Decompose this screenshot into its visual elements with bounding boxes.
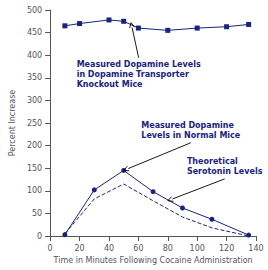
svg-text:40: 40: [104, 244, 114, 253]
svg-text:150: 150: [27, 164, 42, 173]
svg-text:Time in Minutes Following Coca: Time in Minutes Following Cocaine Admini…: [53, 256, 253, 265]
svg-text:120: 120: [219, 244, 234, 253]
svg-text:200: 200: [27, 141, 42, 150]
svg-text:300: 300: [27, 96, 42, 105]
svg-text:Measured Dopamine Levels: Measured Dopamine Levels: [77, 60, 201, 69]
svg-text:250: 250: [27, 119, 42, 128]
svg-text:60: 60: [133, 244, 143, 253]
svg-text:0: 0: [37, 232, 42, 241]
svg-text:500: 500: [27, 6, 42, 15]
svg-text:350: 350: [27, 73, 42, 82]
svg-text:Theoretical: Theoretical: [187, 157, 238, 166]
svg-text:450: 450: [27, 28, 42, 37]
svg-text:50: 50: [32, 209, 42, 218]
svg-text:Knockout Mice: Knockout Mice: [77, 80, 143, 89]
svg-text:100: 100: [190, 244, 205, 253]
svg-text:0: 0: [48, 244, 53, 253]
svg-text:Measured Dopamine: Measured Dopamine: [141, 121, 234, 130]
svg-text:140: 140: [248, 244, 263, 253]
svg-text:20: 20: [74, 244, 84, 253]
svg-text:Percent Increase: Percent Increase: [8, 90, 17, 157]
svg-text:100: 100: [27, 186, 42, 195]
svg-text:Levels in Normal Mice: Levels in Normal Mice: [141, 131, 241, 140]
svg-text:Serotonin Levels: Serotonin Levels: [187, 167, 263, 176]
svg-text:400: 400: [27, 51, 42, 60]
svg-text:80: 80: [163, 244, 173, 253]
svg-text:in Dopamine Transporter: in Dopamine Transporter: [77, 70, 189, 79]
